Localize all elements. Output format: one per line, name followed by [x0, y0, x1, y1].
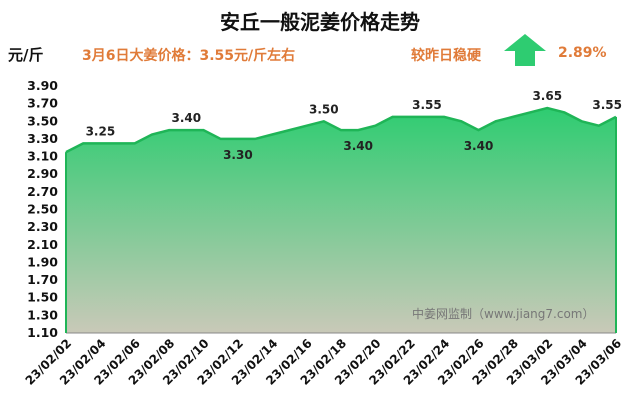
y-tick-label: 3.30	[27, 131, 58, 146]
y-tick-label: 1.50	[27, 290, 58, 305]
data-label: 3.55	[592, 98, 622, 112]
data-label: 3.30	[223, 148, 253, 162]
y-tick-label: 2.70	[27, 184, 58, 199]
data-label: 3.55	[412, 98, 442, 112]
compare-note: 较昨日稳硬	[411, 48, 481, 64]
y-tick-label: 2.30	[27, 219, 58, 234]
y-tick-label: 3.90	[27, 78, 58, 93]
up-arrow-icon	[504, 34, 546, 66]
chart-title: 安丘一般泥姜价格走势	[220, 10, 420, 34]
data-label: 3.40	[172, 111, 202, 125]
y-axis-unit: 元/斤	[8, 46, 44, 64]
y-tick-label: 1.30	[27, 307, 58, 322]
data-label: 3.40	[464, 139, 494, 153]
data-label: 3.50	[309, 102, 339, 116]
y-tick-label: 2.10	[27, 237, 58, 252]
data-label: 3.40	[343, 139, 373, 153]
y-tick-label: 3.70	[27, 96, 58, 111]
price-note: 3月6日大姜价格：3.55元/斤左右	[82, 48, 296, 64]
price-line	[65, 106, 617, 154]
price-area	[66, 108, 616, 333]
watermark: 中姜网监制（www.jiang7.com）	[412, 306, 594, 321]
data-label: 3.25	[86, 124, 116, 138]
y-tick-label: 3.50	[27, 113, 58, 128]
y-tick-label: 2.90	[27, 166, 58, 181]
y-tick-label: 1.90	[27, 254, 58, 269]
y-tick-label: 1.10	[27, 325, 58, 340]
y-tick-label: 3.10	[27, 149, 58, 164]
change-percent: 2.89%	[558, 45, 607, 61]
data-label: 3.65	[532, 89, 562, 103]
y-tick-label: 1.70	[27, 272, 58, 287]
y-tick-label: 2.50	[27, 202, 58, 217]
